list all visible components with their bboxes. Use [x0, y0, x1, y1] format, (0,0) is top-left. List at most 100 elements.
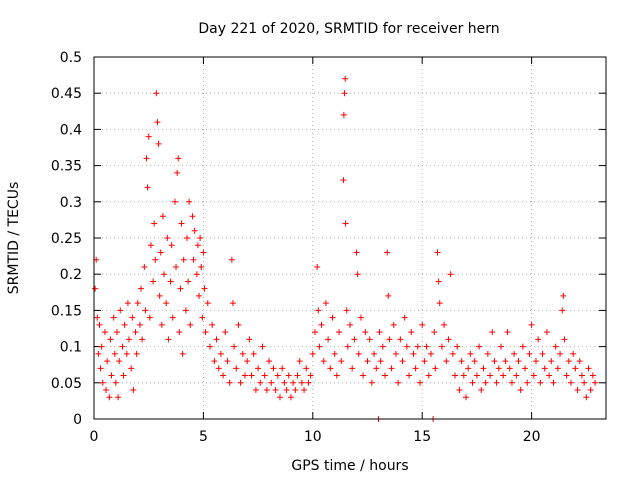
data-point: [211, 358, 218, 365]
x-tick-label: 15: [413, 429, 431, 445]
data-point: [266, 358, 273, 365]
data-point: [327, 365, 334, 372]
data-point: [495, 365, 502, 372]
data-point: [480, 365, 487, 372]
data-point: [581, 379, 588, 386]
data-point: [377, 358, 384, 365]
data-point: [376, 329, 383, 336]
data-point: [157, 249, 164, 256]
data-point: [484, 350, 491, 357]
data-point: [340, 111, 347, 118]
data-point: [557, 350, 564, 357]
data-point: [290, 379, 297, 386]
data-point: [294, 372, 301, 379]
data-point: [103, 387, 110, 394]
data-point: [546, 372, 553, 379]
data-point: [301, 387, 308, 394]
data-point: [342, 75, 349, 82]
data-point: [237, 379, 244, 386]
data-point: [153, 90, 160, 97]
data-point: [197, 235, 204, 241]
data-point: [497, 343, 504, 350]
data-point: [117, 307, 124, 314]
data-point: [222, 329, 229, 336]
data-point: [445, 336, 452, 343]
data-point: [187, 321, 194, 328]
data-point: [362, 329, 369, 336]
data-point: [316, 343, 323, 350]
data-point: [357, 314, 364, 321]
data-point: [452, 372, 459, 379]
data-point: [143, 155, 150, 162]
data-point: [454, 343, 461, 350]
data-point: [589, 372, 596, 379]
data-point: [344, 343, 351, 350]
data-point: [460, 372, 467, 379]
data-point: [517, 387, 524, 394]
data-point: [511, 350, 518, 357]
data-point: [287, 394, 294, 401]
data-point: [528, 321, 535, 328]
data-point: [384, 249, 391, 256]
data-point: [563, 372, 570, 379]
data-point: [104, 358, 111, 365]
data-point: [165, 336, 172, 343]
data-point: [303, 365, 310, 372]
data-point: [360, 372, 367, 379]
y-tick-labels: 0 0.05 0.1 0.15 0.2 0.25 0.3 0.35 0.4 0.45 0.5: [51, 50, 82, 428]
data-point: [560, 292, 567, 299]
data-point: [257, 379, 264, 386]
data-point: [147, 242, 154, 249]
data-point: [196, 292, 203, 299]
data-point: [128, 365, 135, 372]
data-point: [519, 343, 526, 350]
data-point: [235, 321, 242, 328]
data-point: [336, 329, 343, 336]
data-point: [447, 271, 454, 278]
data-point: [476, 343, 483, 350]
data-point: [178, 220, 185, 227]
data-point: [592, 379, 599, 386]
y-axis-title: SRMTID / TECUs: [6, 182, 22, 295]
data-point: [164, 235, 171, 241]
y-tick-label: 0.5: [60, 50, 82, 66]
data-point: [239, 350, 246, 357]
data-point: [229, 300, 236, 307]
data-point: [382, 372, 389, 379]
data-point: [152, 256, 159, 263]
data-point: [456, 387, 463, 394]
data-point: [119, 343, 126, 350]
data-point: [548, 358, 555, 365]
data-point: [532, 358, 539, 365]
data-point: [526, 350, 533, 357]
data-point: [574, 387, 581, 394]
data-point: [543, 329, 550, 336]
data-point: [572, 365, 579, 372]
data-point: [559, 307, 566, 314]
data-point: [524, 379, 531, 386]
data-point: [151, 220, 158, 227]
data-point: [183, 235, 190, 241]
data-point: [550, 379, 557, 386]
data-point: [487, 372, 494, 379]
y-tick-label: 0.3: [60, 195, 82, 211]
data-point: [333, 372, 340, 379]
data-point: [146, 314, 153, 321]
data-point: [493, 379, 500, 386]
data-point: [427, 350, 434, 357]
data-point: [386, 336, 393, 343]
data-point: [113, 329, 120, 336]
data-point: [467, 350, 474, 357]
y-tick-label: 0: [73, 412, 82, 428]
data-point: [130, 387, 137, 394]
data-point: [506, 365, 513, 372]
data-point: [180, 256, 187, 263]
data-point: [107, 336, 114, 343]
data-point: [116, 358, 123, 365]
data-point: [392, 350, 399, 357]
data-point: [298, 379, 305, 386]
data-point: [167, 278, 174, 285]
data-point: [168, 242, 175, 249]
data-point: [98, 343, 105, 350]
data-point: [462, 394, 469, 401]
